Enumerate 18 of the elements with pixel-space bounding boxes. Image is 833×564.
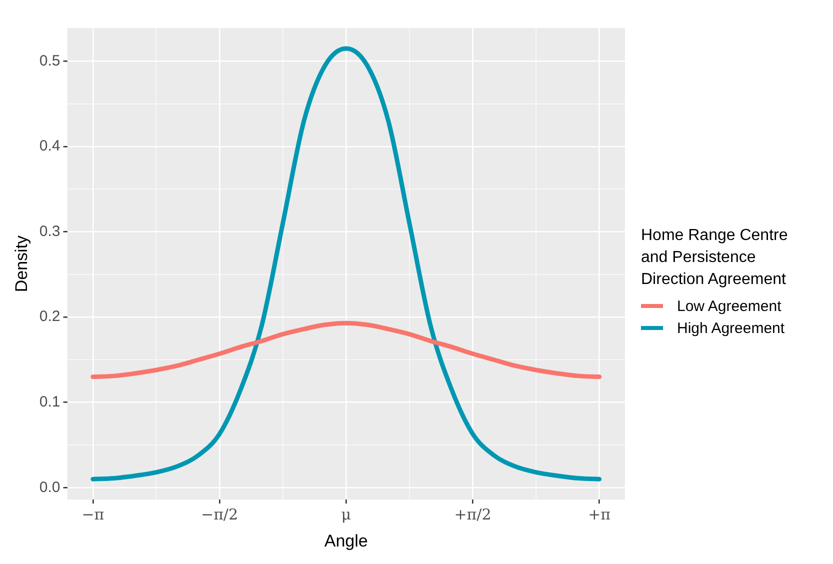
- legend-label: Low Agreement: [677, 298, 782, 314]
- y-tick-label: 0.3: [39, 222, 60, 240]
- line-series: [90, 320, 602, 380]
- y-tick-label: 0.5: [39, 52, 60, 70]
- y-axis-title: Density: [12, 234, 31, 292]
- line-series: [90, 46, 602, 482]
- y-tick-label: 0.0: [39, 478, 60, 496]
- x-tick-label: +π: [588, 505, 611, 524]
- legend-title: Home Range Centre and Persistence Direction Agreement: [641, 226, 788, 290]
- x-tick-label: −π/2: [201, 505, 238, 524]
- x-tick-label: +π/2: [454, 505, 492, 524]
- y-tick-label: 0.1: [39, 394, 60, 411]
- x-tick-label: μ: [341, 505, 352, 524]
- legend-label: High Agreement: [677, 320, 785, 336]
- x-axis-title: Angle: [324, 531, 368, 550]
- x-tick-label: −π: [82, 505, 104, 524]
- y-tick-label: 0.2: [39, 308, 60, 326]
- y-tick-label: 0.4: [39, 138, 60, 155]
